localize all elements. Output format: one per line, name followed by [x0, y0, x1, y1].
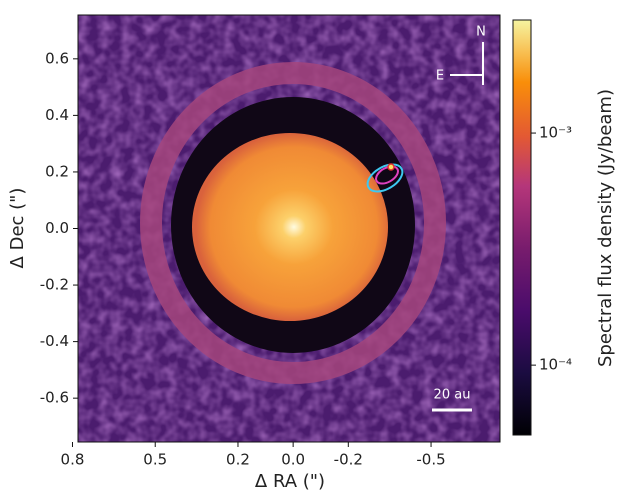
y-axis-label: Δ Dec (") [7, 188, 28, 269]
colorbar-tick-label: 10⁻⁴ [539, 356, 572, 374]
y-tick-label: -0.6 [40, 389, 69, 407]
x-tick-label: 0.0 [281, 451, 305, 469]
x-tick-label: -0.5 [416, 451, 445, 469]
x-axis-label: Δ RA (") [255, 471, 325, 492]
x-tick-label: 0.2 [226, 451, 250, 469]
y-tick-label: 0.4 [45, 106, 69, 124]
y-tick-label: -0.4 [40, 332, 69, 350]
magenta-ellipse [375, 165, 399, 185]
x-tick-label: 0.8 [61, 451, 85, 469]
y-tick-label: 0.0 [45, 219, 69, 237]
x-tick-label: -0.2 [334, 451, 363, 469]
source-marker [387, 163, 395, 171]
north-label: N [476, 25, 486, 40]
colorbar-tick-label: 10⁻³ [539, 124, 572, 142]
y-tick-label: 0.6 [45, 49, 69, 67]
colorbar [512, 19, 532, 436]
east-label: E [436, 69, 444, 84]
image [78, 15, 500, 442]
scale-bar-label: 20 au [434, 388, 471, 403]
outer-ring [140, 62, 446, 384]
cyan-ellipse [366, 163, 404, 193]
y-tick-label: 0.2 [45, 162, 69, 180]
colorbar-label: Spectral flux density (Jy/beam) [595, 89, 616, 367]
x-tick-label: 0.5 [143, 451, 167, 469]
y-tick-label: -0.2 [40, 276, 69, 294]
inner-disk [192, 133, 388, 321]
